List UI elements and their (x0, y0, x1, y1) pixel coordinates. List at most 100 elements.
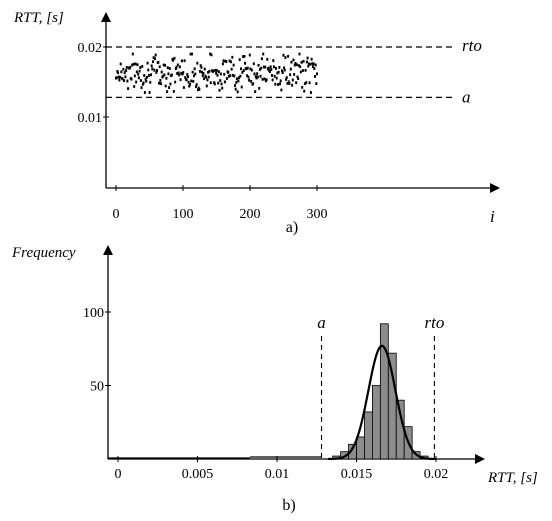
panel-a-data-point (300, 60, 303, 64)
panel-a-y-axis-arrow (101, 12, 111, 22)
panel-a-data-point (281, 71, 284, 75)
panel-a-data-point (122, 67, 125, 71)
panel-a-data-point (279, 82, 282, 86)
panel-a-data-point (143, 91, 146, 94)
panel-a-data-point (274, 82, 277, 86)
panel-a-data-point (310, 57, 313, 61)
panel-a-data-point (179, 78, 182, 82)
panel-a-data-point (252, 62, 255, 66)
panel-a-data-point (304, 68, 307, 72)
panel-a-data-point (119, 62, 122, 66)
panel-a-data-point (187, 80, 190, 84)
panel-a-data-point (196, 61, 199, 65)
panel-a-data-point (285, 76, 288, 80)
panel-a-data-point (305, 81, 308, 84)
panel-a-data-point (176, 72, 179, 75)
panel-a-data-point (235, 81, 238, 84)
panel-a-data-point (219, 79, 222, 82)
panel-a-data-point (199, 70, 202, 73)
panel-b-label: b) (282, 497, 295, 514)
panel-a-data-point (261, 77, 264, 81)
panel-a-data-point (207, 75, 210, 79)
panel-a-data-point (303, 89, 306, 93)
panel-a-data-point (223, 80, 226, 84)
panel-a-data-point (306, 56, 309, 60)
panel-a-data-point (227, 71, 230, 74)
panel-a-data-point (199, 64, 202, 67)
panel-a-data-point (125, 69, 128, 72)
panel-b-histogram-bar (364, 411, 373, 460)
panel-a-data-point (175, 65, 178, 69)
panel-b-x-axis-arrow (475, 454, 485, 464)
panel-a-data-point (207, 70, 210, 74)
panel-a-data-point (149, 73, 152, 77)
panel-a-data-point (145, 75, 148, 79)
panel-a-data-point (293, 63, 296, 67)
panel-a-data-point (241, 71, 244, 74)
panel-a-data-point (133, 74, 136, 78)
panel-a-data-point (257, 63, 260, 67)
panel-a-data-point (153, 68, 156, 72)
panel-a-data-point (230, 67, 233, 71)
panel-a-data-point (313, 75, 316, 78)
panel-a-data-point (189, 52, 192, 56)
panel-a-data-point (263, 77, 266, 81)
panel-a-data-point (294, 61, 297, 65)
panel-a-data-point (295, 63, 298, 67)
panel-a-data-point (178, 73, 181, 77)
panel-a-data-point (277, 83, 280, 86)
panel-a-data-point (256, 72, 259, 76)
panel-a-data-point (203, 67, 206, 71)
panel-a-data-point (173, 56, 176, 60)
panel-a-data-point (164, 84, 167, 88)
panel-a-data-point (250, 68, 253, 72)
panel-a-ref-label-a: a (462, 87, 471, 106)
panel-a-data-point (120, 70, 123, 74)
panel-a-data-point (152, 56, 155, 60)
panel-a-data-point (147, 68, 150, 72)
panel-a-data-point (303, 82, 306, 86)
panel-b-histogram-bar (387, 352, 397, 460)
panel-b-y-axis-label: Frequency (11, 245, 76, 261)
panel-a-data-point (203, 77, 206, 81)
panel-a-data-point (209, 81, 212, 85)
panel-a-data-point (115, 76, 118, 80)
panel-a-data-point (288, 82, 291, 85)
panel-a-data-point (302, 59, 305, 63)
panel-a-data-point (246, 66, 249, 70)
panel-a-data-point (188, 84, 191, 88)
panel-a-data-point (129, 65, 132, 69)
panel-a-data-point (240, 67, 243, 71)
panel-a-data-point (138, 69, 141, 73)
panel-a-data-point (172, 90, 175, 93)
panel-a-data-point (160, 82, 163, 86)
panel-a-data-point (311, 62, 314, 66)
panel-a-data-point (180, 71, 183, 75)
panel-a-data-point (236, 77, 239, 81)
panel-b-x-tick-label: 0 (115, 467, 122, 482)
panel-a-data-point (229, 74, 232, 77)
panel-a-data-point (155, 71, 158, 74)
panel-a-data-point (209, 52, 212, 56)
panel-a-data-point (308, 81, 311, 85)
panel-b-x-tick-label: 0.005 (182, 467, 214, 482)
panel-a-data-point (312, 62, 315, 66)
panel-a-data-point (253, 72, 256, 76)
panel-a-data-point (291, 83, 294, 87)
panel-b-ref-label-rto: rto (424, 313, 444, 332)
panel-a-data-point (210, 53, 213, 57)
panel-a-data-point (254, 90, 257, 93)
panel-a-data-point (186, 73, 189, 76)
panel-a-data-point (286, 81, 289, 85)
panel-a-data-point (168, 67, 171, 70)
panel-a-data-point (182, 86, 185, 89)
panel-a-data-point (249, 67, 252, 71)
panel-b-histogram-bar (379, 323, 389, 460)
panel-a-data-point (273, 74, 276, 78)
panel-a-data-point (143, 74, 146, 77)
panel-a-data-point (145, 79, 148, 83)
panel-a-data-point (221, 86, 224, 90)
panel-a-data-point (194, 72, 197, 76)
panel-a-data-point (135, 80, 138, 84)
panel-a-data-point (126, 79, 129, 83)
